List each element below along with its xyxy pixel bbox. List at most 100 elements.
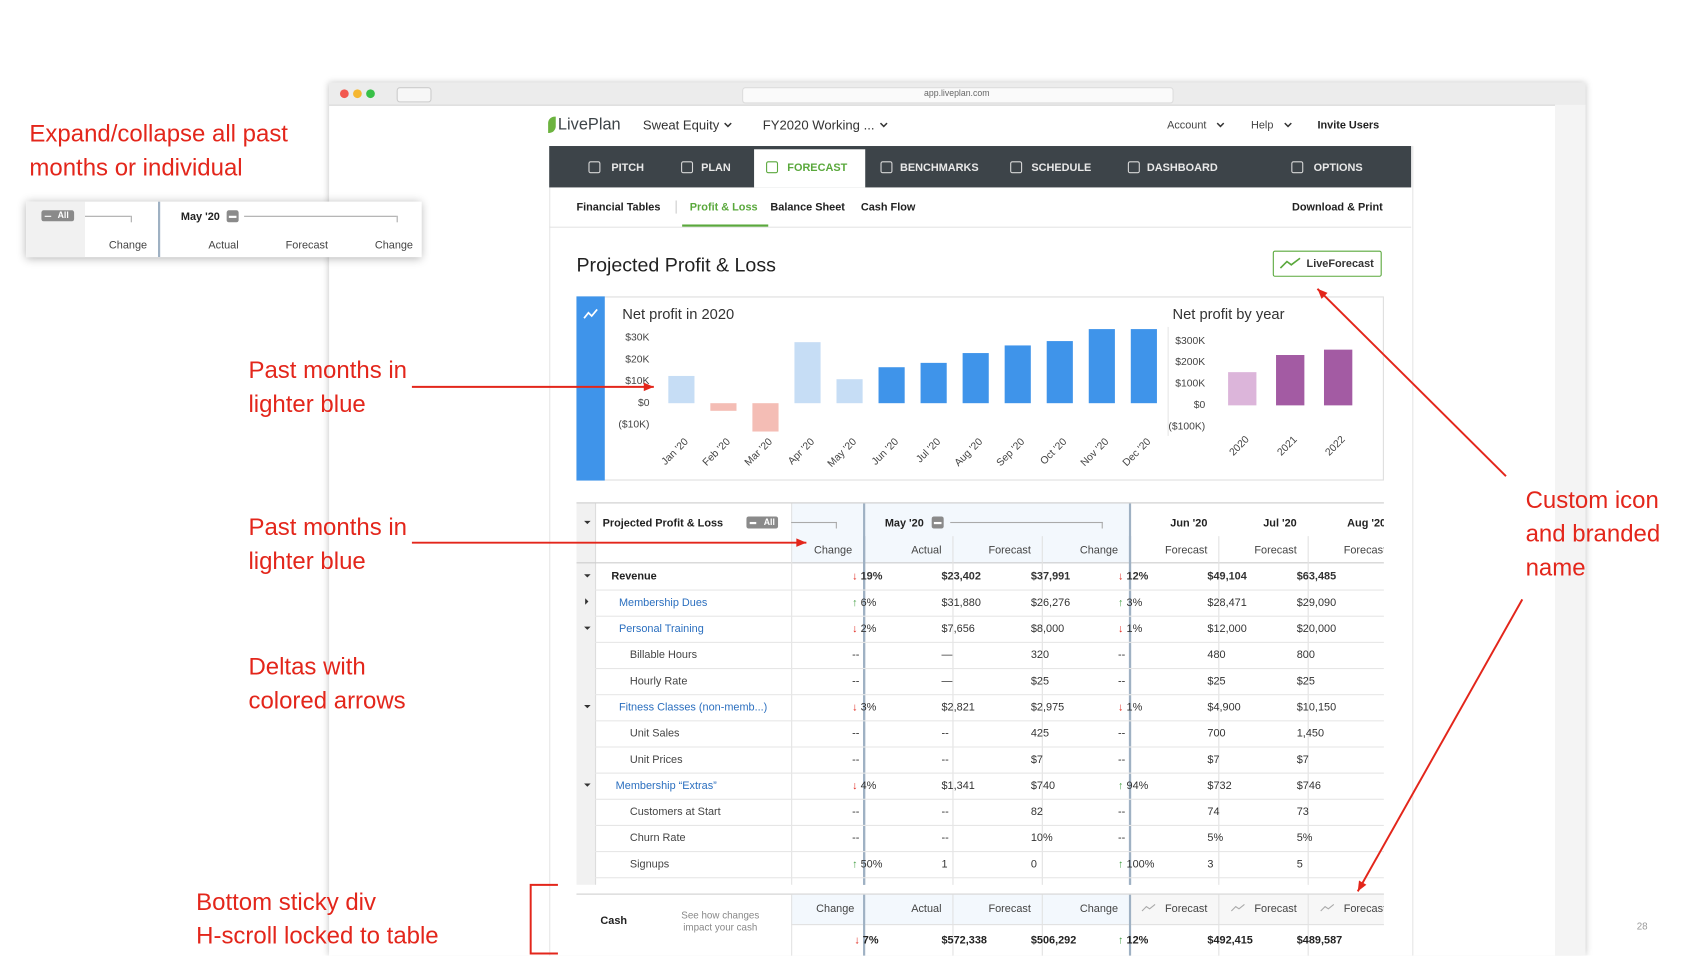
column-header: Forecast (988, 544, 1031, 557)
tab[interactable]: PITCH (611, 161, 645, 174)
tab[interactable]: SCHEDULE (1031, 161, 1092, 174)
chart-panel (576, 296, 1384, 481)
cell: -- (852, 805, 860, 818)
row-label[interactable]: Membership Dues (618, 596, 708, 609)
cell: -- (1118, 675, 1126, 688)
annotation: Custom icon (1525, 485, 1659, 513)
close-dot[interactable] (339, 89, 349, 99)
cash-note: See how changes (681, 909, 760, 921)
cell: ↑ 12% (1118, 934, 1149, 947)
account-menu[interactable]: Account (1167, 119, 1207, 132)
annotation: lighter blue (248, 389, 366, 417)
cell: $25 (1207, 675, 1226, 688)
cell: -- (1118, 753, 1126, 766)
cell: ↓ 1% (1118, 622, 1143, 635)
month-header-bg (863, 503, 1129, 564)
cell: $28,471 (1207, 596, 1247, 609)
cell: 425 (1030, 727, 1050, 740)
minimize-dot[interactable] (353, 89, 362, 99)
cell: $1,341 (941, 779, 975, 792)
page-title: Projected Profit & Loss (576, 253, 776, 276)
column-header: Forecast (988, 902, 1031, 915)
company-menu[interactable]: Sweat Equity (642, 117, 720, 133)
month-header: May '20 (180, 210, 220, 223)
annotation: months or individual (29, 153, 243, 181)
tab[interactable]: PLAN (701, 161, 731, 174)
cell: $25 (1030, 675, 1050, 688)
invite-users[interactable]: Invite Users (1317, 119, 1380, 132)
row-label: Customers at Start (629, 805, 721, 818)
all-toggle[interactable]: All (763, 517, 775, 528)
expander-column (576, 503, 597, 885)
column-line (791, 503, 793, 885)
column-line (1128, 894, 1132, 956)
cell: ↑ 50% (852, 858, 883, 871)
column-line (1218, 536, 1220, 885)
zoom-dot[interactable] (366, 89, 375, 99)
tab-icon (1127, 161, 1140, 174)
all-badge (746, 516, 779, 529)
cell: ↑ 100% (1118, 858, 1155, 871)
page-number: 28 (1636, 920, 1648, 932)
row-label: Unit Prices (629, 753, 683, 766)
active-tab[interactable] (754, 149, 866, 188)
cell: -- (852, 831, 860, 844)
row-line (594, 720, 1384, 722)
cell: ↓ 19% (852, 570, 883, 583)
right-strip (1555, 104, 1586, 956)
bracket (396, 215, 398, 223)
cell: $492,415 (1207, 934, 1253, 947)
past-header-bg (791, 503, 864, 564)
liveforecast-button[interactable] (1272, 250, 1382, 277)
row-label[interactable]: Membership “Extras” (615, 779, 717, 792)
tab-icon (1010, 161, 1023, 174)
cell: $12,000 (1207, 622, 1247, 635)
all-minus (44, 215, 52, 217)
column-line (1307, 894, 1309, 956)
column-line (1307, 536, 1309, 885)
cell: 1 (941, 858, 948, 871)
cell: 10% (1030, 831, 1053, 844)
row-line (594, 798, 1384, 800)
column-header: Forecast (1164, 544, 1208, 557)
cell: -- (1118, 727, 1126, 740)
subtab[interactable]: Balance Sheet (770, 201, 845, 214)
row-label[interactable]: Personal Training (618, 622, 704, 635)
tab[interactable]: OPTIONS (1313, 161, 1363, 174)
subtab[interactable]: Profit & Loss (689, 201, 758, 214)
row-label[interactable]: Fitness Classes (non-memb...) (618, 701, 768, 714)
cell: 320 (1030, 648, 1050, 661)
cell: ↓ 3% (852, 701, 877, 714)
column-line (863, 503, 866, 885)
cell: ↓ 12% (1118, 570, 1149, 583)
subtab[interactable]: Financial Tables (576, 201, 661, 214)
cell: $7 (1207, 753, 1220, 766)
cell: $7,656 (941, 622, 975, 635)
nav-buttons[interactable] (396, 87, 432, 103)
cell: 82 (1030, 805, 1043, 818)
tab[interactable]: BENCHMARKS (899, 161, 979, 174)
cell: 5 (1296, 858, 1303, 871)
tab-bar (549, 146, 1412, 188)
liveforecast-label[interactable]: LiveForecast (1306, 257, 1374, 270)
tab[interactable]: DASHBOARD (1146, 161, 1218, 174)
column-line (863, 894, 866, 956)
plan-menu[interactable]: FY2020 Working ... (762, 117, 875, 133)
row-line (594, 641, 1384, 643)
cell: ↓ 4% (852, 779, 877, 792)
cell: -- (852, 648, 860, 661)
chart-strip[interactable] (576, 296, 605, 481)
table-title: Projected Profit & Loss (602, 517, 724, 530)
subtab[interactable]: Cash Flow (860, 201, 916, 214)
cell: $572,338 (941, 934, 987, 947)
all-badge (41, 210, 75, 222)
download-print[interactable]: Download & Print (1292, 201, 1383, 214)
tab[interactable]: FORECAST (787, 161, 848, 174)
help-menu[interactable]: Help (1250, 119, 1274, 132)
address-bar[interactable] (742, 87, 1174, 104)
cell: 0 (1030, 858, 1037, 871)
inset-divider (158, 201, 161, 258)
bracket (84, 215, 131, 217)
